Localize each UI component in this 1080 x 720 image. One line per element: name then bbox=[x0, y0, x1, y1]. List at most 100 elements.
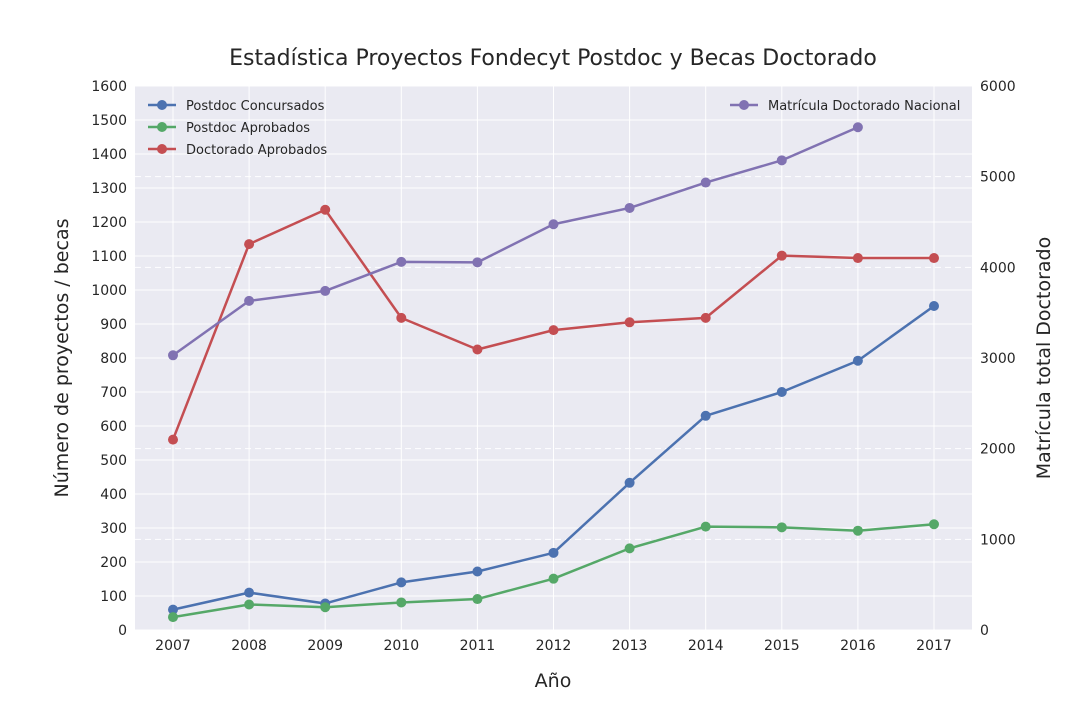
data-point-postdoc-aprobados bbox=[548, 573, 559, 584]
data-point-postdoc-aprobados bbox=[396, 597, 407, 608]
x-axis-ticks: 2007 2008 2009 2010 2011 2012 2013 2014 2015 2016… bbox=[155, 638, 952, 654]
data-point-postdoc-concursados bbox=[929, 300, 939, 311]
x-tick-label: 2010 bbox=[383, 638, 419, 654]
data-point-postdoc-concursados bbox=[700, 410, 711, 421]
y-tick-label: 100 bbox=[100, 589, 127, 605]
legend-item-doctorado-aprobados: Doctorado Aprobados bbox=[148, 143, 327, 158]
data-point-doctorado-aprobados bbox=[548, 325, 559, 336]
data-point-postdoc-aprobados bbox=[244, 599, 255, 610]
y-tick-label: 1000 bbox=[91, 283, 127, 299]
legend-label: Postdoc Concursados bbox=[186, 99, 325, 114]
data-point-postdoc-aprobados bbox=[320, 602, 331, 613]
data-point-postdoc-aprobados bbox=[929, 519, 939, 530]
y-tick-label: 200 bbox=[100, 555, 127, 571]
legend-label: Matrícula Doctorado Nacional bbox=[768, 99, 960, 114]
x-tick-label: 2013 bbox=[612, 638, 648, 654]
data-point-postdoc-aprobados bbox=[700, 521, 711, 532]
data-point-doctorado-aprobados bbox=[244, 239, 255, 250]
data-point-postdoc-concursados bbox=[244, 587, 255, 598]
data-point-matricula-doctorado-nacional bbox=[168, 350, 178, 361]
legend-label: Postdoc Aprobados bbox=[186, 121, 310, 136]
series-line-matricula-doctorado-nacional bbox=[172, 126, 859, 357]
legend-marker bbox=[157, 122, 167, 132]
series-postdoc-concursados bbox=[168, 300, 939, 615]
y2-tick-label: 4000 bbox=[980, 260, 1016, 276]
data-point-doctorado-aprobados bbox=[700, 312, 711, 323]
data-point-doctorado-aprobados bbox=[624, 317, 635, 328]
data-point-postdoc-aprobados bbox=[776, 522, 787, 533]
data-point-postdoc-aprobados bbox=[168, 612, 178, 623]
data-point-doctorado-aprobados bbox=[168, 434, 178, 445]
data-point-doctorado-aprobados bbox=[776, 250, 787, 261]
x-axis-label: Año bbox=[535, 670, 572, 692]
data-point-postdoc-concursados bbox=[168, 604, 178, 615]
data-point-doctorado-aprobados bbox=[472, 344, 483, 355]
legend-label: Doctorado Aprobados bbox=[186, 143, 327, 158]
data-point-doctorado-aprobados bbox=[320, 204, 331, 215]
data-point-matricula-doctorado-nacional bbox=[244, 295, 255, 306]
x-tick-label: 2015 bbox=[764, 638, 800, 654]
data-point-postdoc-concursados bbox=[624, 477, 635, 488]
data-point-matricula-doctorado-nacional bbox=[396, 256, 407, 267]
y2-tick-label: 3000 bbox=[980, 351, 1016, 367]
y-tick-label: 300 bbox=[100, 521, 127, 537]
legend-item-postdoc-concursados: Postdoc Concursados bbox=[148, 99, 325, 114]
y2-tick-label: 5000 bbox=[980, 170, 1016, 186]
data-point-postdoc-concursados bbox=[472, 566, 483, 577]
y-tick-label: 600 bbox=[100, 419, 127, 435]
y-tick-label: 900 bbox=[100, 317, 127, 333]
x-tick-label: 2012 bbox=[536, 638, 572, 654]
y-tick-label: 1300 bbox=[91, 181, 127, 197]
y2-tick-label: 2000 bbox=[980, 442, 1016, 458]
x-tick-label: 2011 bbox=[460, 638, 496, 654]
x-tick-label: 2009 bbox=[307, 638, 343, 654]
y-axis-label: Número de proyectos / becas bbox=[51, 219, 73, 498]
x-tick-label: 2014 bbox=[688, 638, 724, 654]
legend-item-matricula-doctorado-nacional: Matrícula Doctorado Nacional bbox=[730, 99, 960, 114]
data-point-matricula-doctorado-nacional bbox=[776, 155, 787, 166]
series-doctorado-aprobados bbox=[168, 204, 939, 445]
data-point-doctorado-aprobados bbox=[852, 253, 863, 264]
y2-axis-label: Matrícula total Doctorado bbox=[1033, 237, 1055, 479]
data-point-postdoc-concursados bbox=[396, 577, 407, 588]
x-tick-label: 2016 bbox=[840, 638, 876, 654]
series-matricula-doctorado-nacional bbox=[168, 122, 863, 361]
data-point-matricula-doctorado-nacional bbox=[700, 177, 711, 188]
y-tick-label: 1500 bbox=[91, 113, 127, 129]
data-point-postdoc-concursados bbox=[776, 387, 787, 397]
y-tick-label: 700 bbox=[100, 385, 127, 401]
data-point-matricula-doctorado-nacional bbox=[548, 219, 559, 230]
data-point-doctorado-aprobados bbox=[929, 253, 939, 264]
series-postdoc-aprobados bbox=[168, 519, 939, 623]
data-point-postdoc-aprobados bbox=[472, 594, 483, 605]
y-tick-label: 1400 bbox=[91, 147, 127, 163]
y-tick-label: 1600 bbox=[91, 79, 127, 95]
data-point-matricula-doctorado-nacional bbox=[852, 122, 863, 133]
y-tick-label: 0 bbox=[118, 623, 127, 639]
data-point-matricula-doctorado-nacional bbox=[320, 285, 331, 296]
y2-tick-label: 0 bbox=[980, 623, 989, 639]
data-point-postdoc-concursados bbox=[852, 355, 863, 366]
legend-left: Postdoc Concursados Postdoc Aprobados Doct… bbox=[148, 99, 327, 158]
y-tick-label: 1200 bbox=[91, 215, 127, 231]
chart-title: Estadística Proyectos Fondecyt Postdoc y… bbox=[229, 46, 877, 71]
series-layer bbox=[168, 122, 939, 623]
data-point-doctorado-aprobados bbox=[396, 312, 407, 323]
y-axis-ticks: 0 100 200 300 400 500 600 700 800 900 1000 1100 1200… bbox=[91, 79, 127, 639]
y-tick-label: 400 bbox=[100, 487, 127, 503]
y2-axis-ticks: 0 1000 2000 3000 4000 5000 6000 bbox=[980, 79, 1016, 639]
x-tick-label: 2017 bbox=[916, 638, 952, 654]
legend-item-postdoc-aprobados: Postdoc Aprobados bbox=[148, 121, 310, 136]
y2-tick-label: 1000 bbox=[980, 532, 1016, 548]
legend-marker bbox=[157, 144, 167, 154]
y-tick-label: 800 bbox=[100, 351, 127, 367]
legend-right: Matrícula Doctorado Nacional bbox=[730, 99, 960, 114]
y2-tick-label: 6000 bbox=[980, 79, 1016, 95]
data-point-matricula-doctorado-nacional bbox=[624, 202, 635, 213]
x-tick-label: 2008 bbox=[231, 638, 267, 654]
y-tick-label: 500 bbox=[100, 453, 127, 469]
data-point-postdoc-aprobados bbox=[852, 525, 863, 536]
legend-marker bbox=[157, 100, 167, 110]
